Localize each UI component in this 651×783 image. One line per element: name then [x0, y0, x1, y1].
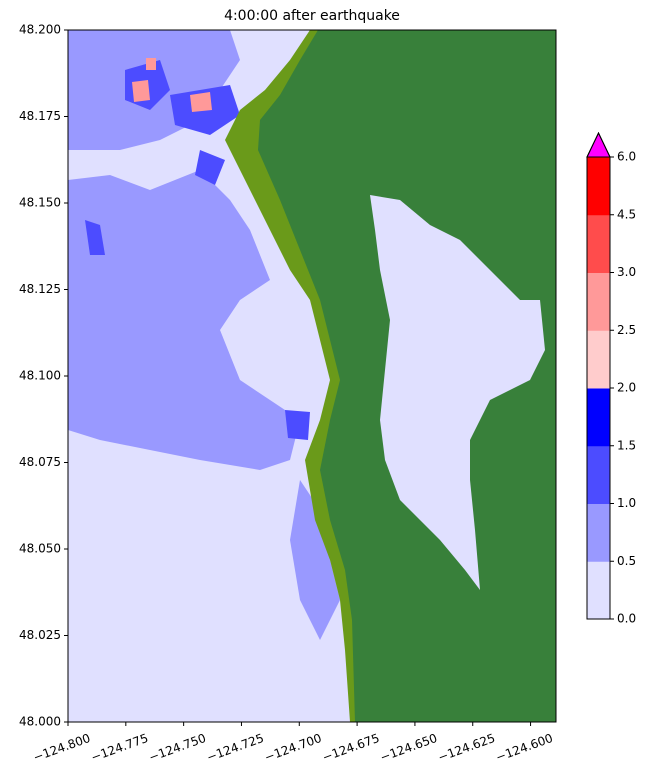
colorbar-tick-label: 0.0: [617, 612, 636, 626]
x-tick-label: −124.675: [320, 731, 381, 765]
colorbar-bin: [587, 330, 610, 389]
wave-region: [68, 170, 300, 470]
x-tick-label: −124.625: [436, 731, 497, 765]
colorbar-bin: [587, 445, 610, 504]
y-tick-label: 48.175: [19, 109, 61, 123]
colorbar-bin: [587, 157, 610, 216]
wave-region: [290, 480, 340, 640]
y-tick-label: 48.125: [19, 282, 61, 296]
y-tick-label: 48.000: [19, 715, 61, 729]
colorbar-bin: [587, 272, 610, 331]
colorbar-extend: [586, 131, 611, 158]
colorbar-tick-label: 0.5: [617, 554, 636, 568]
x-tick-label: −124.600: [494, 731, 555, 765]
y-tick-label: 48.050: [19, 542, 61, 556]
colorbar-tick-label: 1.5: [617, 438, 636, 452]
x-tick-label: −124.650: [378, 731, 439, 765]
wave-region: [132, 58, 212, 112]
wave-region: [68, 600, 290, 722]
colorbar-bin: [587, 388, 610, 447]
colorbar-tick-label: 6.0: [617, 150, 636, 164]
x-tick-label: −124.750: [147, 731, 208, 765]
x-tick-label: −124.700: [263, 731, 324, 765]
y-tick-label: 48.025: [19, 628, 61, 642]
y-tick-label: 48.150: [19, 196, 61, 210]
colorbar-tick-label: 2.5: [617, 323, 636, 337]
y-tick-label: 48.200: [19, 23, 61, 37]
colorbar-bin: [587, 214, 610, 273]
x-tick-label: −124.775: [89, 731, 150, 765]
chart-title: 4:00:00 after earthquake: [224, 8, 400, 24]
y-tick-label: 48.100: [19, 369, 61, 383]
colorbar-bin: [587, 561, 610, 620]
colorbar-tick-label: 1.0: [617, 496, 636, 510]
inlet: [370, 195, 545, 590]
colorbar-tick-label: 4.5: [617, 207, 636, 221]
y-tick-label: 48.075: [19, 455, 61, 469]
x-tick-label: −124.800: [31, 731, 92, 765]
colorbar-bin: [587, 503, 610, 562]
colorbar-tick-label: 3.0: [617, 265, 636, 279]
map-image: [68, 30, 556, 722]
x-tick-label: −124.725: [205, 731, 266, 765]
colorbar-tick-label: 2.0: [617, 381, 636, 395]
